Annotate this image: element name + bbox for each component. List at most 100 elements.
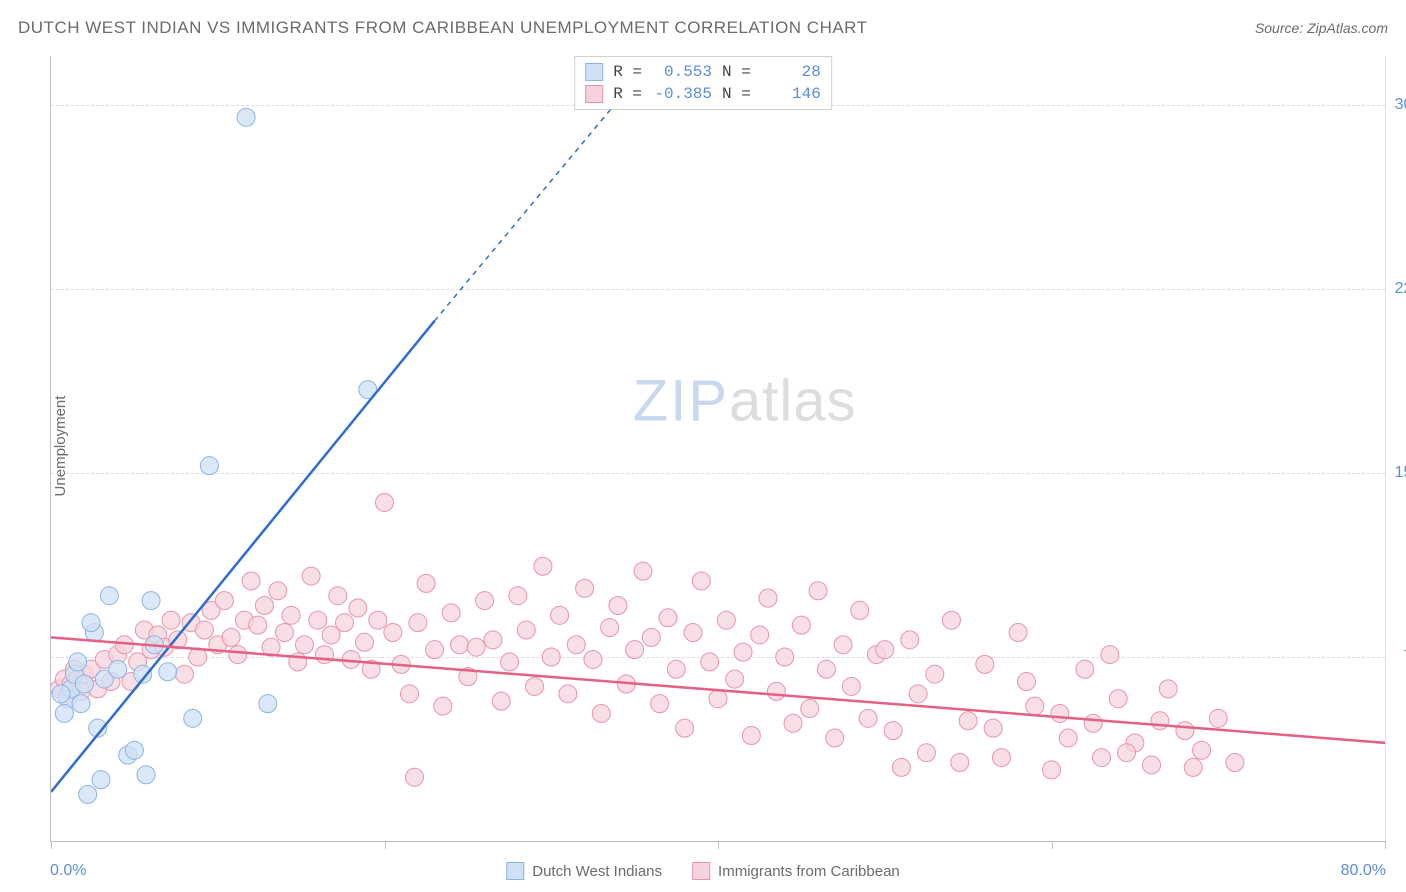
data-point xyxy=(109,660,127,678)
data-point xyxy=(1076,660,1094,678)
data-point xyxy=(701,653,719,671)
data-point xyxy=(1101,646,1119,664)
data-point xyxy=(959,712,977,730)
data-point xyxy=(976,655,994,673)
data-point xyxy=(992,749,1010,767)
data-point xyxy=(451,636,469,654)
data-point xyxy=(609,597,627,615)
trend-line xyxy=(51,321,435,792)
data-point xyxy=(229,646,247,664)
data-point xyxy=(676,719,694,737)
data-point xyxy=(717,611,735,629)
data-point xyxy=(576,579,594,597)
x-tick xyxy=(1385,841,1386,849)
data-point xyxy=(215,592,233,610)
data-point xyxy=(69,653,87,671)
data-point xyxy=(55,704,73,722)
data-point xyxy=(542,648,560,666)
data-point xyxy=(1084,714,1102,732)
data-point xyxy=(52,685,70,703)
data-point xyxy=(159,663,177,681)
correlation-row: R =-0.385 N =146 xyxy=(585,83,821,105)
data-point xyxy=(237,108,255,126)
source-attribution: Source: ZipAtlas.com xyxy=(1255,20,1388,36)
data-point xyxy=(909,685,927,703)
data-point xyxy=(1176,722,1194,740)
data-point xyxy=(842,677,860,695)
data-point xyxy=(184,709,202,727)
data-point xyxy=(222,628,240,646)
data-point xyxy=(269,582,287,600)
data-point xyxy=(476,592,494,610)
data-point xyxy=(884,722,902,740)
data-point xyxy=(1184,758,1202,776)
data-point xyxy=(776,648,794,666)
data-point xyxy=(369,611,387,629)
data-point xyxy=(335,614,353,632)
data-point xyxy=(692,572,710,590)
data-point xyxy=(667,660,685,678)
data-point xyxy=(509,587,527,605)
legend-item: Immigrants from Caribbean xyxy=(692,862,900,880)
data-point xyxy=(901,631,919,649)
data-point xyxy=(817,660,835,678)
legend-swatch xyxy=(692,862,710,880)
data-point xyxy=(295,636,313,654)
data-point xyxy=(355,633,373,651)
data-point xyxy=(242,572,260,590)
data-point xyxy=(801,700,819,718)
correlation-row: R =0.553 N =28 xyxy=(585,61,821,83)
data-point xyxy=(792,616,810,634)
data-point xyxy=(642,628,660,646)
data-point xyxy=(659,609,677,627)
data-point xyxy=(634,562,652,580)
data-point xyxy=(249,616,267,634)
data-point xyxy=(709,690,727,708)
data-point xyxy=(1118,744,1136,762)
data-point xyxy=(876,641,894,659)
data-point xyxy=(315,646,333,664)
data-point xyxy=(584,650,602,668)
data-point xyxy=(417,574,435,592)
data-point xyxy=(162,611,180,629)
data-point xyxy=(526,677,544,695)
data-point xyxy=(942,611,960,629)
y-tick-label: 30.0% xyxy=(1392,96,1406,114)
data-point xyxy=(1017,673,1035,691)
data-point xyxy=(175,665,193,683)
data-point xyxy=(349,599,367,617)
chart-title: DUTCH WEST INDIAN VS IMMIGRANTS FROM CAR… xyxy=(18,18,868,38)
data-point xyxy=(559,685,577,703)
data-point xyxy=(200,457,218,475)
data-point xyxy=(302,567,320,585)
data-point xyxy=(1143,756,1161,774)
data-point xyxy=(1051,704,1069,722)
data-point xyxy=(442,604,460,622)
x-axis-min: 0.0% xyxy=(50,862,86,880)
data-point xyxy=(1093,749,1111,767)
title-bar: DUTCH WEST INDIAN VS IMMIGRANTS FROM CAR… xyxy=(18,18,1388,38)
data-point xyxy=(259,695,277,713)
data-point xyxy=(92,771,110,789)
data-point xyxy=(851,601,869,619)
data-point xyxy=(567,636,585,654)
data-point xyxy=(1159,680,1177,698)
data-point xyxy=(195,621,213,639)
data-point xyxy=(484,631,502,649)
data-point xyxy=(100,587,118,605)
y-tick-label: 7.5% xyxy=(1392,648,1406,666)
correlation-legend: R =0.553 N =28R =-0.385 N =146 xyxy=(574,56,832,110)
data-point xyxy=(917,744,935,762)
chart-plot-area: ZIPatlas 7.5%15.0%22.5%30.0% xyxy=(50,56,1386,842)
data-point xyxy=(734,643,752,661)
data-point xyxy=(742,727,760,745)
data-point xyxy=(409,614,427,632)
data-point xyxy=(282,606,300,624)
x-tick xyxy=(385,841,386,849)
data-point xyxy=(1151,712,1169,730)
data-point xyxy=(376,493,394,511)
legend-label: Dutch West Indians xyxy=(532,863,662,880)
trend-line-extension xyxy=(435,81,635,321)
data-point xyxy=(751,626,769,644)
data-point xyxy=(984,719,1002,737)
